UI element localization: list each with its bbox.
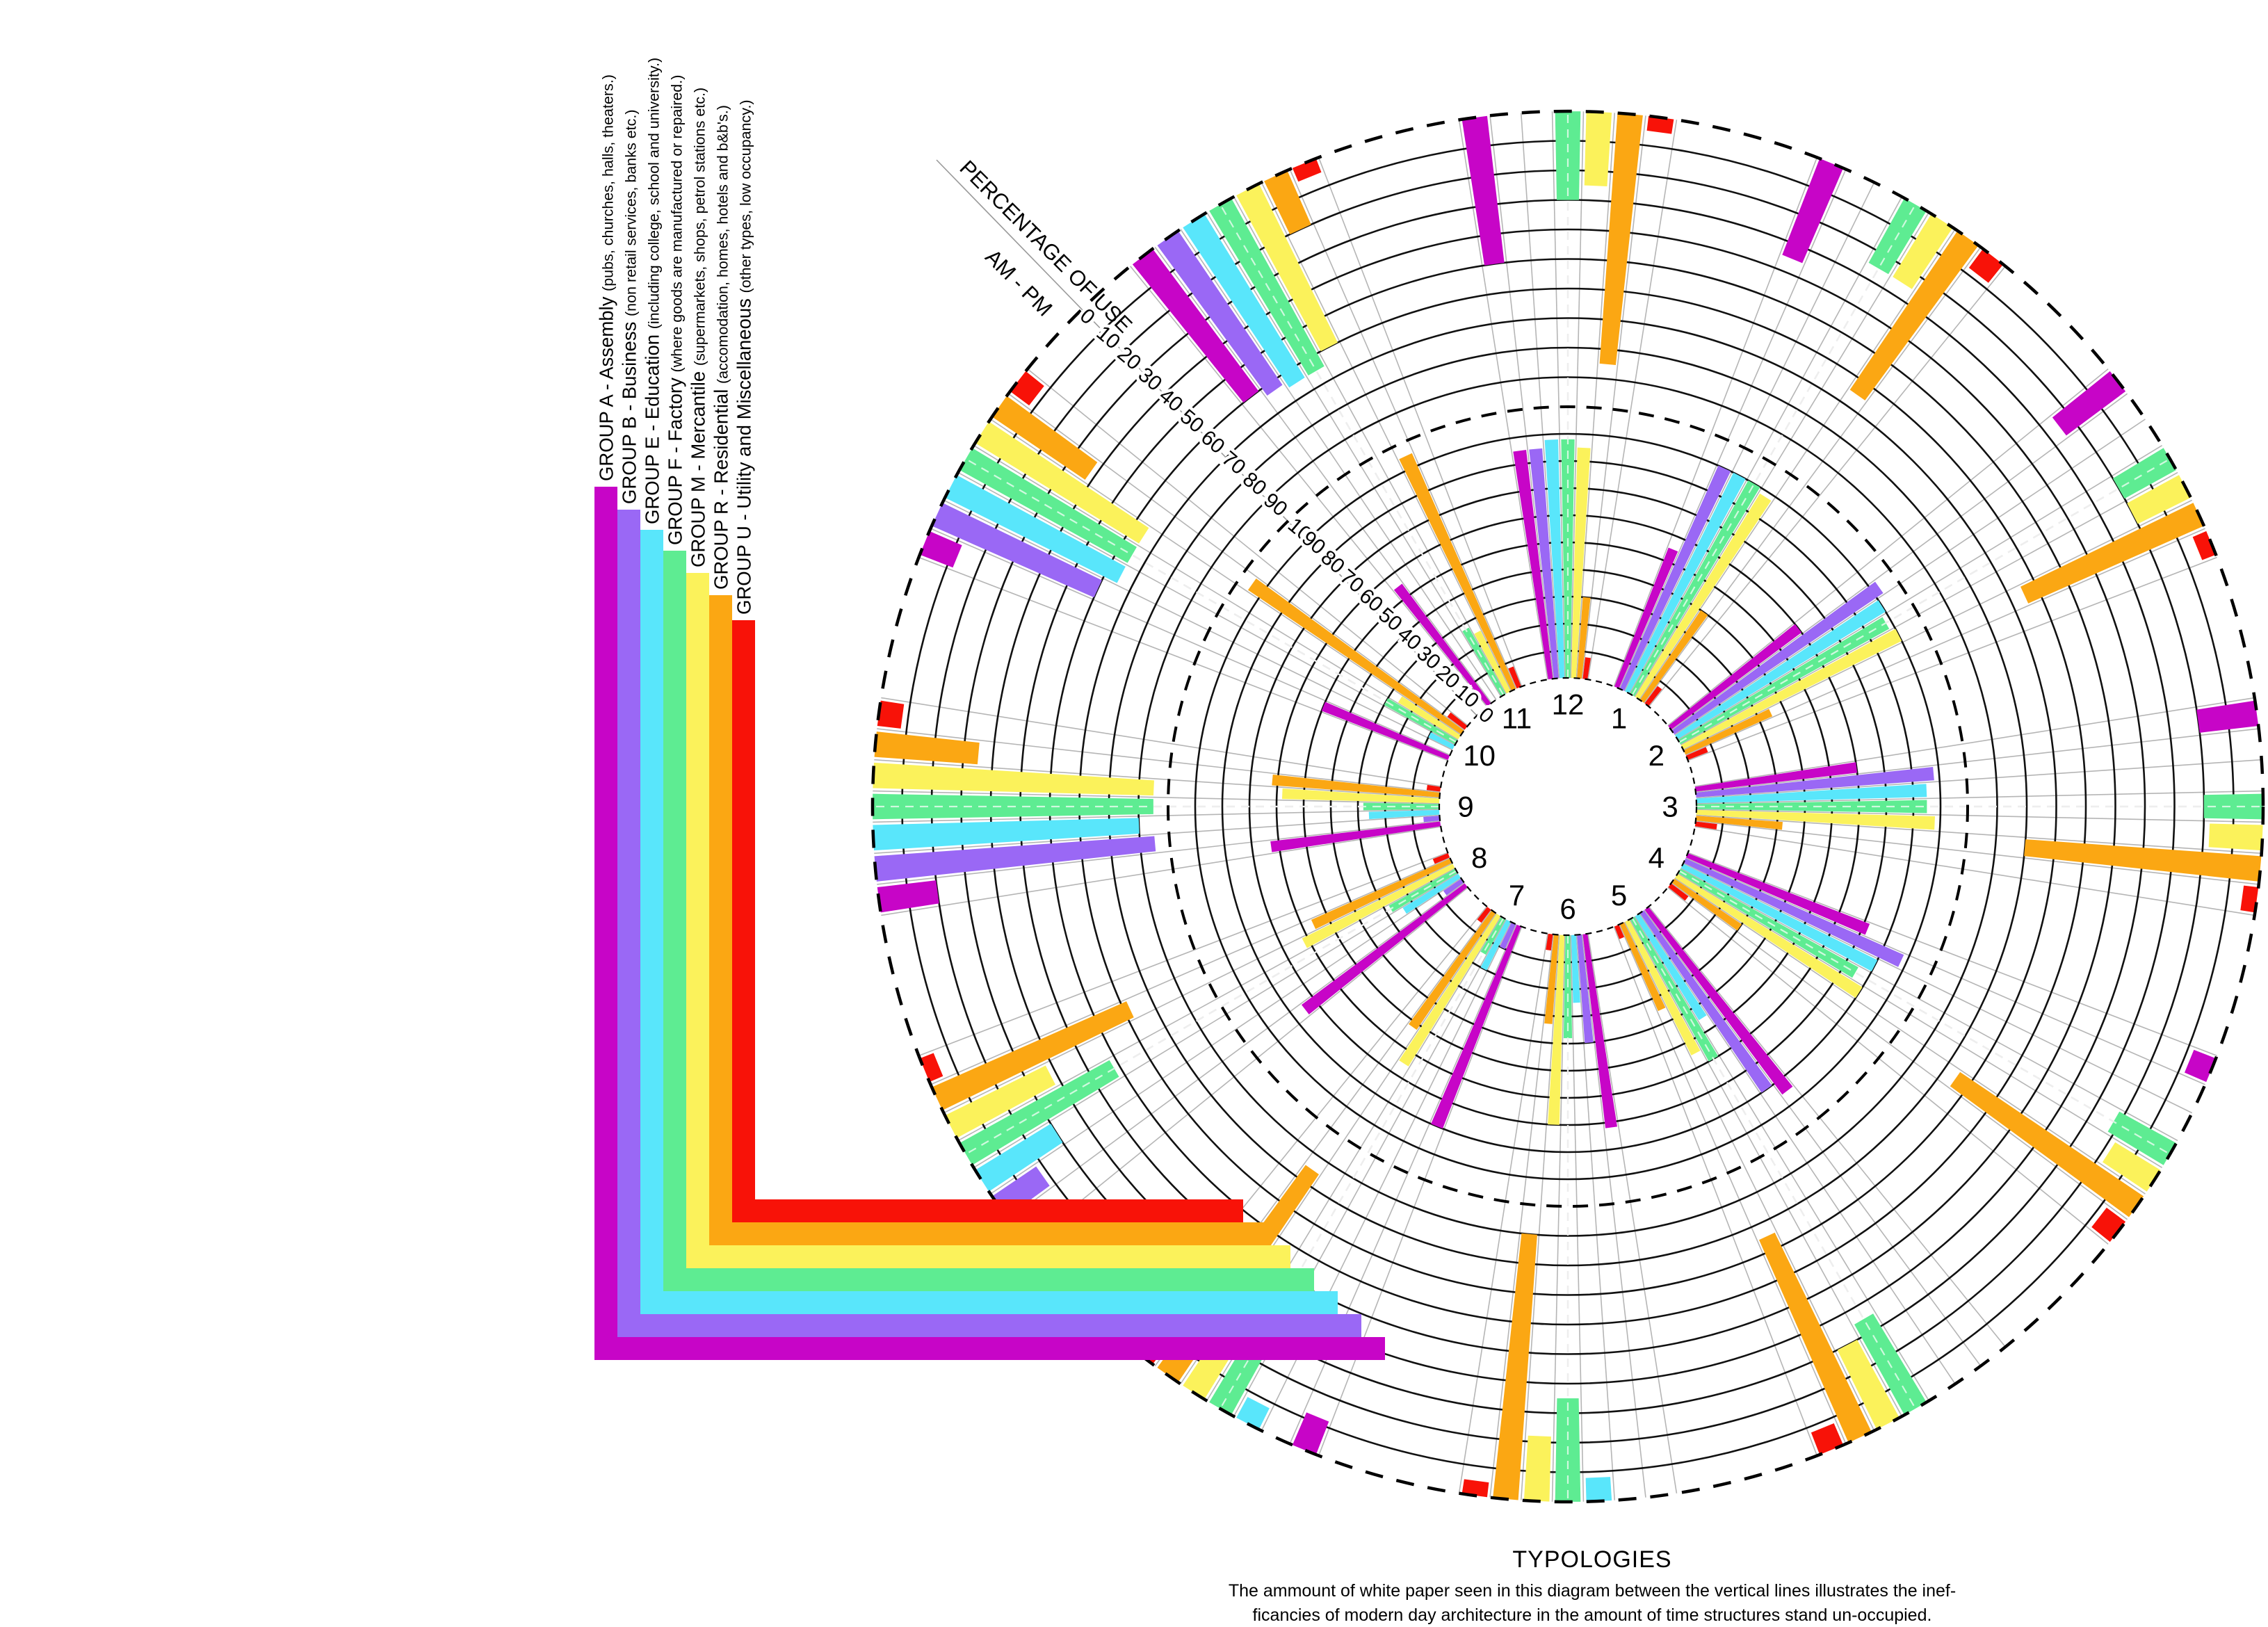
clock-number-3: 3 xyxy=(1662,791,1678,823)
clock-number-7: 7 xyxy=(1509,879,1525,912)
clock-number-9: 9 xyxy=(1457,791,1473,823)
legend-label-R: GROUP R - Residential (accomodation, hom… xyxy=(711,105,732,590)
legend-column-E xyxy=(640,530,663,1314)
am-bar-h7-A xyxy=(1293,1412,1329,1455)
sector-slot-line xyxy=(1576,113,1614,678)
clock-number-6: 6 xyxy=(1560,893,1576,925)
am-bar-h10-A xyxy=(920,531,962,567)
legend-column-F xyxy=(663,551,686,1291)
legend-label-B: GROUP B - Business (non retail services,… xyxy=(619,109,640,504)
am-bar-h9-R xyxy=(875,731,980,764)
typologies-title: TYPOLOGIES xyxy=(1203,1546,1982,1573)
am-bar-h8-U xyxy=(920,1053,943,1083)
sector-slot-line xyxy=(1686,528,2205,755)
am-bar-h10-U xyxy=(1010,371,1044,405)
legend-label-A: GROUP A - Assembly (pubs, churches, hall… xyxy=(596,74,617,481)
clock-number-8: 8 xyxy=(1471,841,1487,874)
pm-bar-h1-E xyxy=(1625,473,1745,694)
legend-row-E xyxy=(640,1291,1338,1314)
scale-tick-label: 0 xyxy=(1474,703,1498,728)
am-bar-h4-U xyxy=(2091,1208,2125,1242)
legend-row-U xyxy=(732,1199,1243,1222)
legend-row-F xyxy=(663,1268,1314,1291)
am-bar-h5-R xyxy=(1759,1233,1872,1443)
am-bar-h3-M xyxy=(2209,824,2263,851)
sector-slot-line xyxy=(1619,925,1846,1444)
clock-number-2: 2 xyxy=(1649,739,1664,772)
caption-line-2: ficancies of modern day architecture in … xyxy=(1203,1603,1982,1627)
legend-column-U xyxy=(732,620,755,1222)
clock-number-12: 12 xyxy=(1552,688,1585,721)
legend-label-F: GROUP F - Factory (where goods are manuf… xyxy=(665,75,686,545)
legend-row-B xyxy=(617,1314,1361,1337)
legend-column-R xyxy=(709,595,732,1245)
legend-label-U: GROUP U - Utility and Miscellaneous (oth… xyxy=(734,99,755,615)
clock-number-11: 11 xyxy=(1502,702,1532,734)
legend-column-B xyxy=(617,510,640,1337)
scale-tick-label: 90 xyxy=(1259,489,1292,521)
typologies-block: TYPOLOGIES The ammount of white paper se… xyxy=(1203,1546,1982,1627)
clock-number-4: 4 xyxy=(1649,841,1664,874)
am-bar-h6-M xyxy=(1524,1436,1551,1502)
legend-row-R xyxy=(709,1222,1267,1245)
am-bar-h2-R xyxy=(2020,503,2204,604)
am-bar-h6-E xyxy=(1586,1477,1612,1502)
pm-bar-h2-E xyxy=(1675,600,1886,739)
scale-tick-label: 80 xyxy=(1238,468,1271,501)
sector-slot-line xyxy=(930,528,1450,755)
am-bar-h12-F xyxy=(1555,111,1581,200)
caption-line-1: The ammount of white paper seen in this … xyxy=(1203,1579,1982,1603)
scale-tick-label: 70 xyxy=(1217,447,1250,480)
clock-number-10: 10 xyxy=(1463,739,1496,772)
sector-slot-line xyxy=(930,858,1450,1085)
scale-tick-label: 50 xyxy=(1176,405,1208,437)
am-bar-h1-U xyxy=(1969,249,2003,283)
legend-label-M: GROUP M - Mercantile (supermarkets, shop… xyxy=(688,88,709,567)
legend-label-E: GROUP E - Education (including college, … xyxy=(642,58,663,524)
legend-column-M xyxy=(686,573,709,1268)
clock-number-5: 5 xyxy=(1611,879,1627,912)
clock-number-1: 1 xyxy=(1611,702,1627,734)
pm-bar-h8-M xyxy=(1302,864,1455,948)
scale-tick-label: 60 xyxy=(1197,426,1229,458)
am-bar-h9-M xyxy=(873,763,1154,795)
am-bar-h12-M xyxy=(1585,111,1612,186)
sector-slot-line xyxy=(1619,169,1846,688)
sector-slot-line xyxy=(1521,935,1560,1500)
legend-column-A xyxy=(594,487,617,1360)
legend-row-A xyxy=(594,1337,1385,1360)
legend-row-M xyxy=(686,1245,1290,1268)
sector-slot-line xyxy=(1696,815,2262,853)
